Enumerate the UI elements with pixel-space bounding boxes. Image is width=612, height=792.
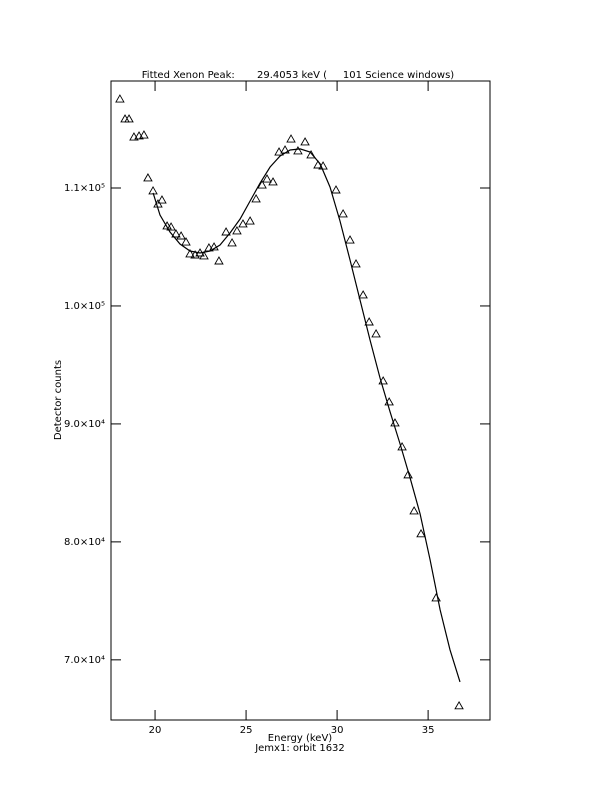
data-point	[148, 186, 158, 195]
data-point	[221, 227, 231, 236]
data-point	[162, 221, 172, 230]
data-point	[313, 160, 323, 169]
data-point	[268, 177, 278, 186]
y-tick-label: 9.0×10⁴	[64, 419, 105, 430]
data-point	[185, 249, 195, 258]
chart-title: Fitted Xenon Peak: 29.4053 keV ( 101 Sci…	[142, 70, 455, 81]
data-point	[306, 150, 316, 159]
data-point	[338, 209, 348, 218]
data-point	[293, 146, 303, 155]
data-point	[262, 174, 272, 183]
data-point	[257, 180, 267, 189]
data-point	[120, 114, 130, 123]
data-point	[416, 528, 426, 538]
data-point	[286, 134, 296, 143]
data-point	[199, 251, 209, 260]
data-point	[274, 147, 284, 156]
y-tick-label: 7.0×10⁴	[64, 655, 105, 666]
data-point	[238, 219, 248, 228]
y-axis-label: Detector counts	[53, 360, 64, 440]
data-point	[251, 194, 261, 203]
x-tick-label: 20	[149, 725, 162, 736]
x-tick-label: 30	[331, 725, 344, 736]
data-point	[345, 235, 355, 244]
data-point	[176, 231, 186, 240]
data-point	[409, 506, 419, 515]
data-point	[181, 237, 191, 246]
data-point	[403, 469, 413, 479]
data-point	[227, 238, 237, 247]
fit-line	[152, 148, 461, 683]
data-point	[371, 329, 381, 338]
data-point	[232, 226, 242, 235]
data-point	[195, 248, 205, 257]
data-point	[214, 256, 224, 265]
x-tick-label: 25	[240, 725, 253, 736]
data-point	[378, 376, 388, 385]
data-point	[280, 145, 290, 154]
data-point	[331, 185, 341, 194]
data-point	[166, 222, 176, 231]
data-point	[153, 199, 163, 208]
data-point	[143, 173, 153, 182]
x-tick-label: 35	[422, 725, 435, 736]
data-point	[358, 290, 368, 299]
data-point	[157, 195, 167, 204]
y-tick-label: 1.0×10⁵	[64, 301, 105, 312]
y-tick-label: 1.1×10⁵	[64, 183, 105, 194]
data-point	[384, 397, 394, 406]
data-point	[300, 137, 310, 146]
data-point	[209, 242, 219, 251]
data-point	[318, 161, 328, 170]
data-point	[139, 130, 149, 139]
data-point	[115, 94, 125, 103]
y-tick-label: 8.0×10⁴	[64, 537, 105, 548]
x-axis-label: Energy (keV)	[268, 733, 333, 744]
data-point	[171, 229, 181, 238]
subtitle: Jemx1: orbit 1632	[254, 743, 345, 754]
plot-frame	[110, 80, 491, 721]
data-point	[431, 593, 441, 602]
data-point	[454, 700, 464, 710]
data-point	[204, 243, 214, 252]
data-point	[351, 259, 361, 268]
data-point	[364, 317, 374, 326]
data-point	[245, 216, 255, 225]
data-point	[124, 114, 134, 123]
data-point	[390, 418, 400, 427]
data-point	[397, 442, 407, 451]
